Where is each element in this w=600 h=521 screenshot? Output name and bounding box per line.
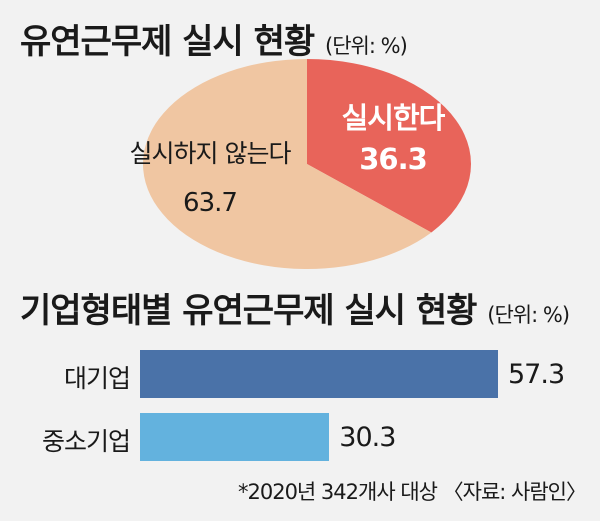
bar-chart-unit: (단위: %) xyxy=(487,303,570,327)
pie-slice-label: 실시하지 않는다 xyxy=(130,139,292,168)
bar-category-label: 대기업 xyxy=(63,364,131,393)
bar-value-label: 30.3 xyxy=(339,422,396,453)
pie-slice-value: 36.3 xyxy=(359,142,427,176)
pie-slice-value: 63.7 xyxy=(183,188,237,218)
footnote: *2020년 342개사 대상 〈자료: 사람인〉 xyxy=(237,480,587,504)
pie-slice-no xyxy=(142,59,432,269)
bar-value-label: 57.3 xyxy=(508,359,565,390)
pie-chart-unit: (단위: %) xyxy=(325,34,408,58)
bar xyxy=(140,350,498,398)
pie-chart-title: 유연근무제 실시 현황 (단위: %) xyxy=(20,22,408,62)
bar xyxy=(140,413,330,461)
bar-category-label: 중소기업 xyxy=(41,427,131,456)
bar-chart-title: 기업형태별 유연근무제 실시 현황 (단위: %) xyxy=(20,291,570,331)
pie-slice-yes xyxy=(307,59,471,233)
pie-slice-label: 실시한다 xyxy=(342,101,446,135)
